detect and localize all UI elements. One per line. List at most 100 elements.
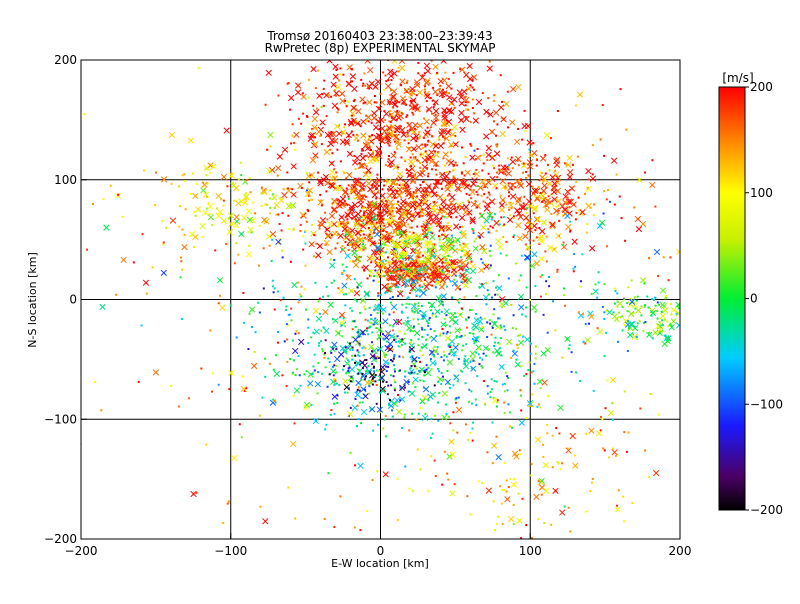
- data-point-dot: [271, 279, 274, 282]
- data-point-dot: [348, 366, 351, 369]
- data-point-dot: [443, 354, 446, 357]
- data-point-dot: [271, 285, 274, 288]
- data-point-dot: [315, 242, 318, 245]
- data-point-dot: [654, 304, 657, 307]
- data-point-dot: [481, 261, 484, 264]
- data-point-cross: [408, 272, 415, 280]
- data-point-dot: [406, 114, 409, 117]
- data-point-cross: [371, 214, 378, 221]
- data-point-dot: [310, 223, 313, 226]
- data-point-cross: [322, 173, 330, 181]
- data-point-cross: [627, 321, 635, 328]
- data-point-dot: [387, 188, 390, 191]
- data-point-dot: [340, 187, 343, 190]
- data-point-dot: [451, 266, 454, 269]
- data-point-dot: [485, 263, 488, 266]
- data-point-dot: [383, 110, 386, 113]
- data-point-dot: [445, 314, 448, 317]
- data-point-dot: [639, 407, 642, 410]
- data-point-dot: [395, 133, 398, 136]
- data-point-dot: [479, 154, 482, 157]
- data-point-dot: [453, 278, 456, 281]
- data-point-dot: [235, 242, 238, 245]
- data-point-dot: [438, 265, 441, 268]
- data-point-dot: [562, 287, 565, 290]
- data-point-dot: [334, 94, 337, 97]
- data-point-cross: [437, 78, 444, 85]
- data-point-dot: [445, 355, 448, 358]
- data-point-cross: [547, 244, 554, 251]
- data-point-dot: [623, 390, 626, 393]
- data-point-dot: [464, 115, 467, 118]
- data-point-dot: [461, 182, 464, 185]
- data-point-dot: [491, 155, 494, 158]
- data-point-dot: [547, 195, 550, 198]
- data-point-cross: [460, 232, 467, 240]
- data-point-cross: [472, 117, 479, 124]
- data-point-dot: [507, 166, 510, 169]
- data-point-dot: [601, 104, 604, 107]
- data-point-dot: [499, 485, 502, 488]
- data-point-dot: [428, 272, 431, 275]
- data-point-dot: [115, 293, 118, 296]
- data-point-dot: [503, 223, 506, 226]
- data-point-dot: [309, 174, 312, 177]
- data-point-dot: [374, 374, 377, 377]
- data-point-dot: [356, 404, 359, 407]
- data-point-dot: [273, 207, 276, 210]
- data-point-cross: [424, 129, 431, 136]
- data-point-dot: [420, 208, 423, 211]
- data-point-cross: [509, 193, 517, 200]
- data-point-dot: [433, 384, 436, 387]
- data-point-dot: [521, 497, 524, 500]
- data-point-cross: [421, 265, 428, 272]
- data-point-cross: [522, 233, 529, 240]
- data-point-dot: [495, 229, 498, 232]
- data-point-dot: [458, 301, 461, 304]
- data-point-dot: [459, 313, 462, 316]
- data-point-dot: [513, 234, 516, 237]
- data-point-dot: [464, 382, 467, 385]
- data-point-cross: [469, 154, 476, 161]
- data-point-cross: [505, 170, 512, 177]
- data-point-dot: [307, 96, 310, 99]
- data-point-dot: [459, 68, 462, 71]
- data-point-dot: [542, 180, 545, 183]
- data-point-dot: [586, 223, 589, 226]
- data-point-dot: [625, 128, 628, 131]
- data-point-dot: [393, 379, 396, 382]
- data-point-cross: [564, 212, 571, 220]
- data-point-dot: [401, 311, 404, 314]
- data-point-cross: [474, 202, 481, 210]
- data-point-cross: [428, 349, 436, 356]
- data-point-dot: [443, 317, 446, 320]
- data-point-dot: [466, 326, 469, 329]
- data-point-cross: [432, 160, 440, 167]
- data-point-dot: [590, 292, 593, 295]
- data-point-dot: [421, 143, 424, 146]
- data-point-dot: [502, 199, 505, 202]
- data-point-cross: [217, 208, 224, 216]
- data-point-dot: [376, 214, 379, 217]
- data-point-dot: [372, 379, 375, 382]
- data-point-cross: [469, 267, 477, 275]
- data-point-cross: [240, 385, 247, 393]
- data-point-dot: [372, 218, 375, 221]
- data-point-cross: [168, 131, 175, 139]
- data-point-dot: [464, 155, 467, 158]
- data-point-dot: [285, 385, 288, 388]
- data-point-dot: [362, 333, 365, 336]
- data-point-dot: [325, 423, 328, 426]
- data-point-dot: [442, 88, 445, 91]
- data-point-dot: [500, 354, 503, 357]
- data-point-dot: [411, 196, 414, 199]
- data-point-dot: [558, 219, 561, 222]
- data-point-cross: [566, 173, 573, 181]
- data-point-cross: [609, 376, 617, 384]
- data-point-dot: [464, 318, 467, 321]
- data-point-cross: [636, 176, 643, 184]
- data-point-dot: [426, 222, 429, 225]
- data-point-dot: [523, 195, 526, 198]
- data-point-dot: [658, 303, 661, 306]
